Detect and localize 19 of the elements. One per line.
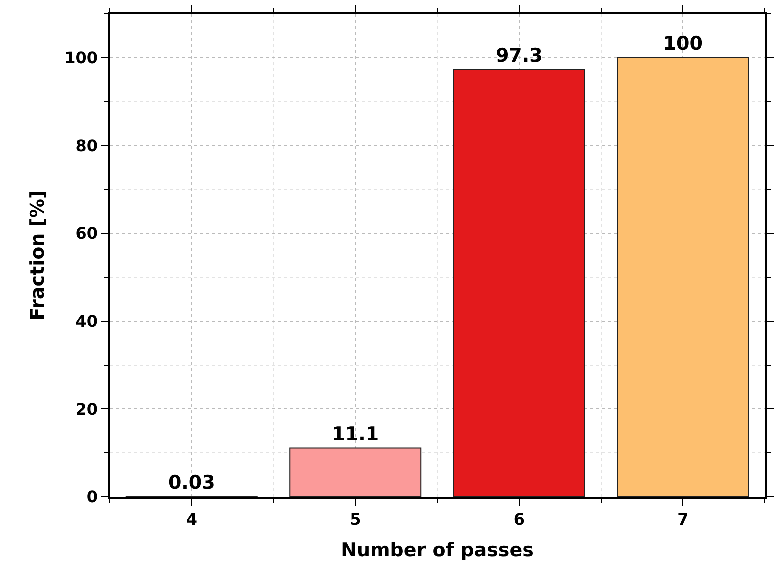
y-tick-label: 20 [76,400,98,419]
y-tick-label: 40 [76,312,98,331]
bar [617,57,750,497]
y-axis-title: Fraction [%] [26,190,49,321]
bar [453,69,586,497]
y-tick-label: 0 [86,488,98,507]
x-tick-label: 6 [514,510,525,529]
x-tick-label: 7 [678,510,689,529]
bar [290,448,422,497]
data-label: 11.1 [332,423,380,446]
x-tick-label: 5 [350,510,362,529]
x-tick-label: 4 [186,510,198,529]
x-axis-title: Number of passes [341,539,534,562]
data-label: 100 [663,32,703,55]
data-label: 0.03 [168,472,216,494]
y-tick-label: 60 [76,224,98,244]
data-label: 97.3 [496,44,543,67]
y-tick-label: 100 [64,48,98,68]
y-tick-label: 80 [76,136,98,156]
